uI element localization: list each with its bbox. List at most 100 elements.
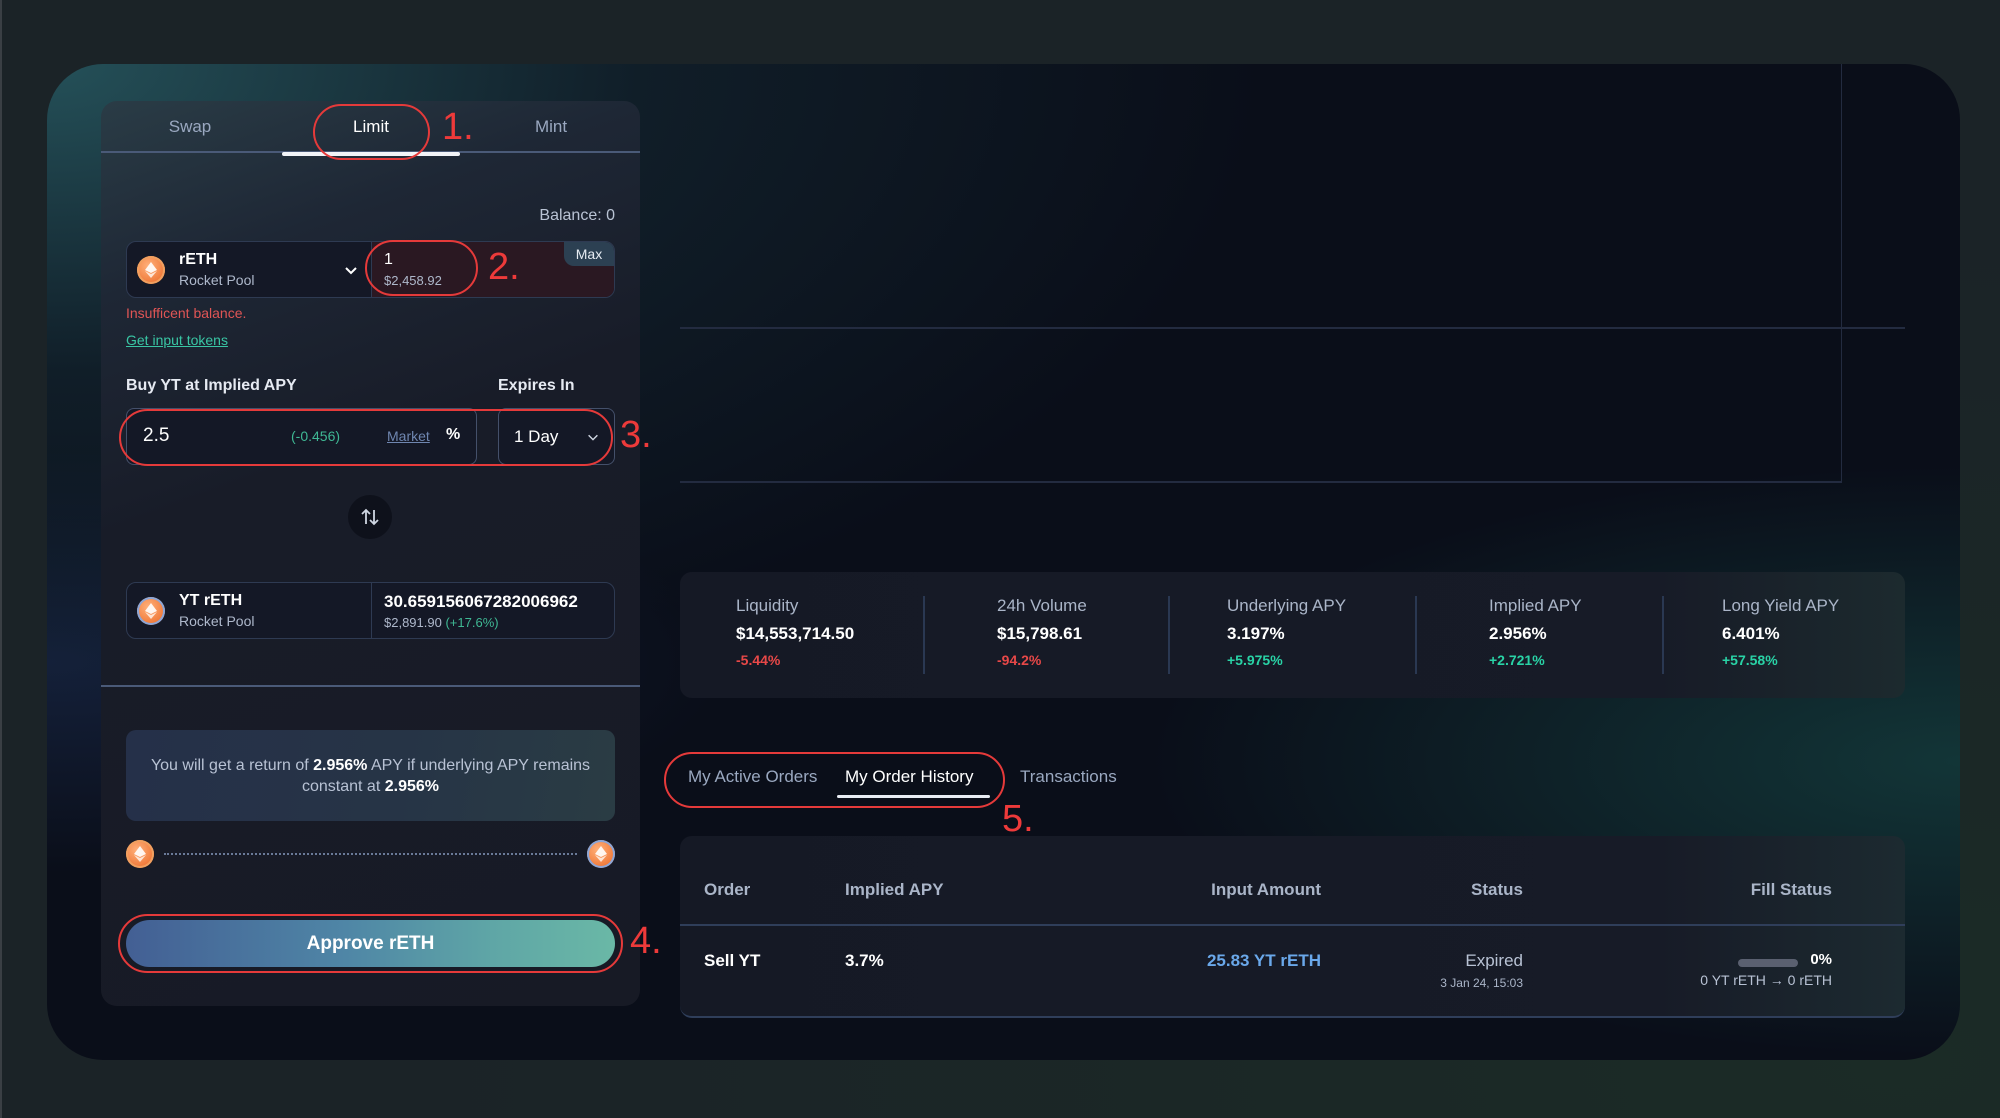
input-token-symbol: rETH: [179, 251, 218, 268]
ethereum-icon: [595, 846, 607, 862]
cell-fill-detail: 0 YT rETH → 0 rETH: [1700, 972, 1832, 988]
cell-implied-apy: 3.7%: [845, 951, 884, 970]
cell-input-amount[interactable]: 25.83 YT rETH: [1206, 951, 1321, 970]
orders-table: Order Implied APY Input Amount Status Fi…: [680, 836, 1905, 1018]
stat-divider: [1415, 596, 1417, 674]
output-token-protocol: Rocket Pool: [179, 613, 255, 629]
stat-label: Underlying APY: [1227, 596, 1347, 615]
stat-value: 2.956%: [1489, 624, 1547, 643]
trade-tabs: Swap Limit Mint: [101, 101, 640, 156]
stat-change: +5.975%: [1227, 652, 1283, 668]
column-header-fill-status[interactable]: Fill Status: [1750, 880, 1832, 899]
balance-label: Balance: 0: [539, 207, 615, 224]
input-token-selector[interactable]: rETH Rocket Pool: [127, 242, 371, 297]
percent-unit: %: [446, 426, 461, 443]
active-tab-underline: [837, 795, 990, 798]
stat-value: 3.197%: [1227, 624, 1285, 643]
stat-change: +2.721%: [1489, 652, 1545, 668]
tab-my-active-orders[interactable]: My Active Orders: [688, 767, 818, 786]
get-input-tokens-link[interactable]: Get input tokens: [126, 332, 228, 348]
route-visual: [126, 840, 615, 868]
chart-y-axis: [1841, 64, 1842, 483]
max-button[interactable]: Max: [564, 242, 614, 266]
column-header-implied-apy[interactable]: Implied APY: [845, 880, 944, 899]
column-header-order[interactable]: Order: [704, 880, 751, 899]
market-link[interactable]: Market: [387, 428, 430, 444]
output-usd-value: $2,891.90: [384, 615, 442, 630]
stat-label: 24h Volume: [997, 596, 1087, 615]
ethereum-icon: [145, 603, 157, 619]
output-token-symbol: YT rETH: [179, 592, 243, 609]
output-amount: 30.659156067282006962 $2,891.90 (+17.6%): [371, 583, 614, 638]
column-header-input-amount[interactable]: Input Amount: [1211, 880, 1321, 899]
panel-divider: [101, 685, 640, 687]
cell-status: Expired: [1465, 951, 1523, 970]
stat-divider: [923, 596, 925, 674]
route-start-token-icon: [126, 840, 154, 868]
tab-transactions[interactable]: Transactions: [1020, 767, 1117, 786]
tab-limit[interactable]: Limit: [282, 101, 460, 156]
stat-change: -5.44%: [736, 652, 781, 668]
output-token-box: YT rETH Rocket Pool 30.65915606728200696…: [126, 582, 615, 639]
stat-label: Implied APY: [1489, 596, 1582, 615]
output-token-info: YT rETH Rocket Pool: [127, 583, 371, 638]
chevron-down-icon: [345, 267, 357, 275]
info-prefix: You will get a return of: [150, 756, 309, 774]
ethereum-icon: [145, 262, 157, 278]
trade-panel: Swap Limit Mint Balance: 0 rETH Rocket P…: [101, 101, 640, 1006]
implied-apy-delta: (-0.456): [291, 428, 341, 444]
cell-fill-percent: 0%: [1810, 951, 1832, 968]
approve-button[interactable]: Approve rETH: [126, 920, 615, 967]
route-dotted-line: [164, 853, 577, 855]
table-header-divider: [680, 924, 1905, 926]
stat-label: Liquidity: [736, 596, 799, 615]
market-stats: Liquidity $14,553,714.50 -5.44% 24h Volu…: [680, 572, 1905, 698]
chart-gridline: [680, 327, 1905, 329]
chart-area: [680, 64, 1905, 484]
expiry-value: 1 Day: [514, 427, 559, 446]
input-amount-value: 1: [384, 251, 393, 268]
output-amount-usd: $2,891.90 (+17.6%): [384, 615, 499, 630]
info-apy-value: 2.956%: [313, 756, 368, 774]
input-amount-field[interactable]: 1 $2,458.92 Max: [371, 242, 614, 297]
output-change: (+17.6%): [445, 615, 499, 630]
input-token-box: rETH Rocket Pool 1 $2,458.92 Max: [126, 241, 615, 298]
cell-order: Sell YT: [704, 951, 761, 970]
return-info-box: You will get a return of 2.956% APY if u…: [126, 730, 615, 821]
stat-value: $15,798.61: [997, 624, 1083, 643]
stat-liquidity: Liquidity $14,553,714.50 -5.44%: [736, 596, 854, 668]
cell-status-date: 3 Jan 24, 15:03: [1440, 976, 1523, 990]
column-header-status[interactable]: Status: [1471, 880, 1523, 899]
stat-divider: [1662, 596, 1664, 674]
stat-value: $14,553,714.50: [736, 624, 855, 643]
info-apy-constant: 2.956%: [384, 777, 439, 795]
output-amount-value: 30.659156067282006962: [384, 592, 578, 611]
chevron-down-icon: [588, 434, 598, 441]
stat-change: +57.58%: [1722, 652, 1778, 668]
tab-swap[interactable]: Swap: [168, 117, 212, 136]
yt-reth-token-icon: [137, 597, 165, 625]
swap-direction-button[interactable]: [348, 495, 392, 539]
reth-token-icon: [137, 256, 165, 284]
fill-progress-bar: [1738, 959, 1798, 967]
stat-implied-apy: Implied APY 2.956% +2.721%: [1489, 596, 1582, 668]
stat-underlying-apy: Underlying APY 3.197% +5.975%: [1227, 596, 1346, 668]
return-info-text: You will get a return of 2.956% APY if u…: [146, 755, 595, 797]
stat-change: -94.2%: [997, 652, 1042, 668]
route-end-token-icon: [587, 840, 615, 868]
stat-long-yield-apy: Long Yield APY 6.401% +57.58%: [1722, 596, 1839, 668]
implied-apy-input[interactable]: 2.5 (-0.456) Market %: [126, 408, 477, 465]
expires-label: Expires In: [498, 377, 575, 394]
implied-apy-value: 2.5: [143, 425, 170, 446]
tab-my-order-history[interactable]: My Order History: [845, 767, 974, 786]
ethereum-icon: [134, 846, 146, 862]
input-amount-usd: $2,458.92: [384, 273, 442, 288]
chart-x-axis: [680, 481, 1842, 483]
stat-24h-volume: 24h Volume $15,798.61 -94.2%: [997, 596, 1087, 668]
expiry-select[interactable]: 1 Day: [498, 408, 615, 465]
stat-divider: [1168, 596, 1170, 674]
apy-label: Buy YT at Implied APY: [126, 377, 297, 394]
input-token-protocol: Rocket Pool: [179, 272, 255, 288]
stat-value: 6.401%: [1722, 624, 1780, 643]
tab-mint[interactable]: Mint: [534, 117, 568, 136]
